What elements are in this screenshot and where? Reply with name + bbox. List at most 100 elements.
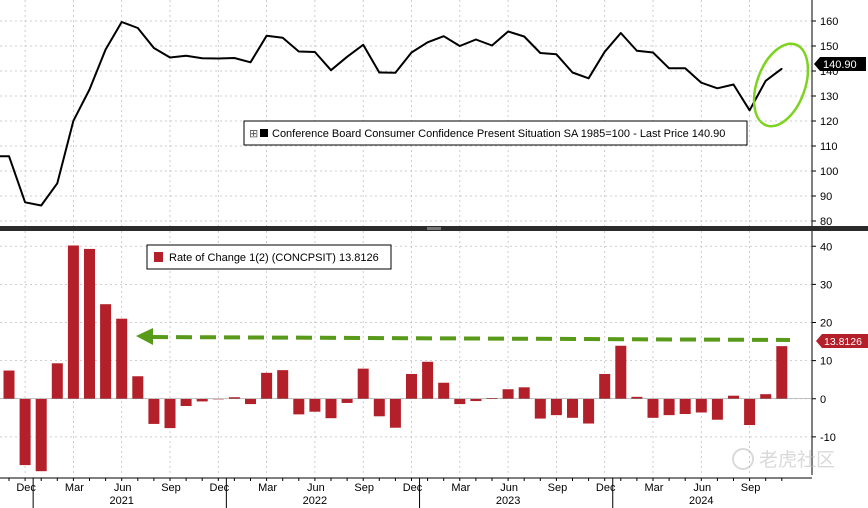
line-point bbox=[732, 83, 735, 86]
bar bbox=[116, 318, 128, 399]
bar bbox=[711, 398, 723, 420]
line-point bbox=[410, 51, 413, 54]
bar bbox=[309, 398, 321, 412]
bar bbox=[518, 387, 530, 399]
bottom-y-tick-label: 40 bbox=[820, 241, 832, 253]
top-y-tick-label: 100 bbox=[820, 166, 838, 178]
line-point bbox=[459, 45, 461, 47]
line-point bbox=[764, 79, 767, 82]
bar bbox=[470, 398, 482, 402]
line-point bbox=[153, 47, 155, 49]
bar bbox=[35, 398, 47, 472]
line-legend[interactable]: ⊞ Conference Board Consumer Confidence P… bbox=[243, 120, 748, 146]
x-tick-label: Dec bbox=[403, 482, 423, 494]
watermark-logo-icon bbox=[732, 448, 754, 470]
line-point bbox=[217, 57, 220, 60]
divider-handle-icon[interactable] bbox=[427, 227, 441, 230]
bar bbox=[486, 397, 498, 399]
x-tick-label: Dec bbox=[210, 482, 230, 494]
line-point bbox=[120, 21, 123, 23]
line-point bbox=[603, 50, 606, 53]
bar bbox=[438, 382, 450, 399]
bar bbox=[631, 396, 643, 399]
top-y-tick-label: 110 bbox=[820, 141, 838, 153]
x-tick-label: Sep bbox=[161, 482, 181, 494]
top-y-tick-label: 130 bbox=[820, 91, 838, 103]
top-y-tick-label: 150 bbox=[820, 41, 838, 53]
bottom-y-tick-label: -10 bbox=[820, 432, 836, 444]
dashed-arrow bbox=[136, 328, 791, 345]
line-legend-label: Conference Board Consumer Confidence Pre… bbox=[272, 128, 725, 140]
line-point bbox=[201, 57, 203, 60]
bar bbox=[325, 398, 337, 419]
watermark-text: 老虎社区 bbox=[759, 449, 835, 471]
line-point bbox=[587, 77, 590, 80]
bar bbox=[567, 398, 578, 418]
bar bbox=[277, 370, 289, 399]
bar bbox=[373, 398, 385, 417]
x-tick-label: Mar bbox=[65, 482, 84, 494]
line-point bbox=[249, 61, 252, 64]
top-grid bbox=[0, 0, 812, 226]
line-point bbox=[40, 204, 42, 207]
line-point bbox=[442, 35, 445, 38]
top-y-tick-label: 160 bbox=[820, 16, 838, 28]
bar-legend[interactable]: Rate of Change 1(2) (CONCPSIT) 13.8126 bbox=[146, 244, 392, 270]
bar bbox=[100, 304, 112, 399]
line-point bbox=[281, 36, 284, 39]
x-tick-label: Jun bbox=[500, 482, 518, 494]
bar bbox=[406, 373, 417, 399]
bar bbox=[679, 398, 691, 414]
bar bbox=[3, 370, 15, 399]
bottom-y-tick-label: 0 bbox=[820, 394, 826, 406]
watermark: 老虎社区 bbox=[732, 448, 835, 471]
line-legend-swatch bbox=[260, 129, 268, 137]
legend-expand-icon[interactable]: ⊞ bbox=[249, 128, 258, 140]
bottom-y-tick-label: 30 bbox=[820, 279, 832, 291]
last-price-tag: 140.90 bbox=[814, 57, 866, 71]
top-y-tick-label: 80 bbox=[820, 216, 832, 228]
line-point bbox=[233, 57, 236, 59]
line-point bbox=[652, 51, 654, 54]
x-tick-label: Mar bbox=[451, 482, 470, 494]
bar-legend-label: Rate of Change 1(2) (CONCPSIT) 13.8126 bbox=[169, 252, 379, 264]
line-point bbox=[781, 67, 783, 70]
line-point bbox=[700, 81, 703, 84]
bar bbox=[502, 389, 514, 399]
bar bbox=[19, 398, 31, 466]
line-path bbox=[0, 21, 783, 207]
bar bbox=[760, 394, 772, 399]
arrow-head-icon bbox=[136, 328, 153, 345]
line-point bbox=[491, 44, 493, 47]
bar bbox=[196, 398, 208, 402]
x-year-label: 2021 bbox=[109, 495, 133, 507]
bar-series bbox=[0, 245, 812, 472]
line-point bbox=[137, 27, 139, 29]
bar bbox=[228, 397, 240, 399]
x-tick-label: Dec bbox=[596, 482, 616, 494]
line-series bbox=[0, 21, 783, 207]
x-tick-label: Dec bbox=[16, 482, 36, 494]
bottom-y-axis: -10 0 10 20 30 40 bbox=[811, 231, 836, 475]
bar bbox=[67, 245, 79, 399]
bar bbox=[534, 398, 546, 419]
bar-legend-swatch bbox=[154, 252, 163, 262]
line-point bbox=[394, 71, 397, 74]
bar bbox=[583, 398, 595, 424]
bar bbox=[180, 398, 192, 406]
last-price-value: 140.90 bbox=[823, 59, 857, 71]
bar bbox=[132, 376, 144, 399]
bar bbox=[744, 398, 756, 426]
line-point bbox=[330, 69, 332, 72]
last-value-tag: 13.8126 bbox=[816, 334, 868, 348]
bar bbox=[647, 398, 659, 418]
x-tick-label: Mar bbox=[645, 482, 664, 494]
line-point bbox=[346, 55, 348, 58]
bar bbox=[148, 398, 160, 424]
top-y-tick-label: 90 bbox=[820, 191, 832, 203]
bar bbox=[164, 398, 176, 429]
x-tick-label: Jun bbox=[693, 482, 711, 494]
line-point bbox=[24, 201, 26, 204]
